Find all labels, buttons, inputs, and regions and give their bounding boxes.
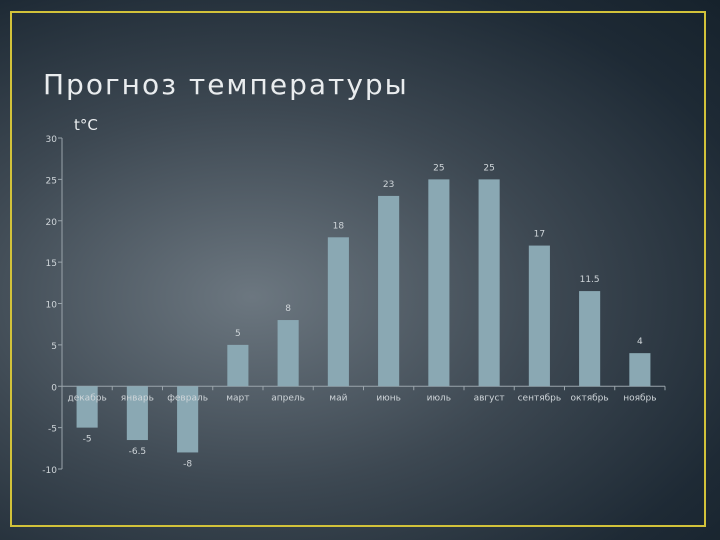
y-tick-label: -10 [42, 466, 57, 476]
data-label: -8 [183, 459, 192, 469]
x-tick-label: сентябрь [518, 393, 562, 403]
x-tick-label: май [329, 393, 347, 403]
x-tick-label: декабрь [67, 393, 106, 403]
bar-4 [277, 320, 299, 387]
y-tick-label: -5 [48, 425, 57, 435]
bar-3 [227, 344, 249, 387]
bar-5 [327, 237, 349, 387]
data-label: -5 [83, 435, 92, 445]
y-tick-label: 30 [46, 135, 58, 145]
bar-11 [629, 353, 651, 387]
data-label: 25 [483, 163, 494, 173]
data-label: 23 [383, 180, 394, 190]
y-tick-label: 15 [46, 259, 57, 269]
data-label: 8 [285, 304, 291, 314]
bar-2 [177, 386, 199, 453]
x-tick-label: июнь [376, 393, 401, 403]
bar-9 [528, 245, 550, 387]
x-tick-label: март [226, 393, 249, 403]
x-tick-label: январь [121, 393, 154, 403]
x-tick-label: апрель [271, 393, 305, 403]
data-label: 5 [235, 329, 241, 339]
y-tick-label: 10 [46, 301, 58, 311]
y-tick-label: 20 [46, 218, 58, 228]
data-label: 17 [534, 230, 545, 240]
y-axis-unit-label: t°C [74, 116, 98, 134]
data-label: 18 [333, 221, 345, 231]
bar-6 [378, 195, 400, 387]
chart-title: Прогноз температуры [43, 68, 409, 101]
x-tick-label: август [474, 393, 505, 403]
data-label: 11.5 [580, 275, 600, 285]
data-label: 25 [433, 163, 444, 173]
x-tick-label: октябрь [571, 393, 609, 403]
y-tick-label: 5 [51, 342, 57, 352]
bar-8 [478, 179, 500, 387]
x-tick-label: ноябрь [623, 393, 656, 403]
y-tick-label: 25 [46, 176, 57, 186]
data-label: -6.5 [129, 447, 147, 457]
bar-10 [579, 291, 601, 387]
data-label: 4 [637, 337, 643, 347]
bar-7 [428, 179, 450, 387]
bar-0 [76, 386, 98, 428]
x-tick-label: февраль [167, 393, 208, 403]
slide-frame [10, 11, 706, 527]
y-tick-label: 0 [51, 383, 57, 393]
x-tick-label: июль [427, 393, 451, 403]
bar-1 [126, 386, 148, 441]
